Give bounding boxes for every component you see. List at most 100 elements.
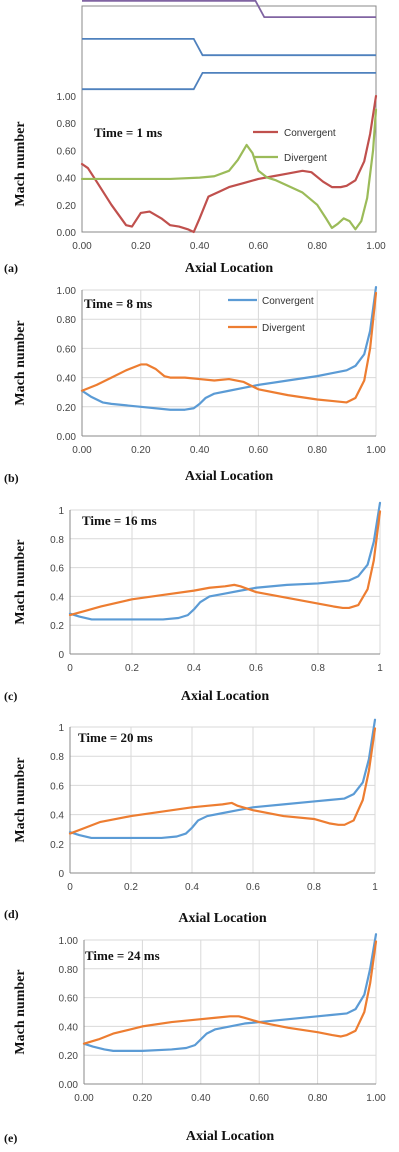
panel-letter: (a) (4, 261, 18, 275)
y-tick-label: 0.2 (50, 621, 64, 632)
x-axis-title: Axial Location (185, 469, 273, 484)
time-annotation: Time = 16 ms (82, 513, 157, 528)
y-tick-label: 0.60 (57, 146, 77, 157)
x-tick-label: 0 (67, 663, 73, 674)
time-annotation: Time = 8 ms (84, 296, 152, 311)
y-axis-title: Mach number (13, 121, 28, 206)
y-tick-label: 0.80 (57, 119, 77, 130)
x-axis-title: Axial Location (186, 1129, 274, 1144)
time-annotation: Time = 20 ms (78, 730, 153, 745)
chart-panel-2: 0.00 0.20 0.40 0.60 0.80 1.00 0.00 0.20 0.40 0.60… (4, 285, 386, 485)
chart-panel-1: 0.00 0.20 0.40 0.60 0.80 1.00 0.00 0.20 0.40 0.60… (4, 0, 386, 276)
y-tick-label: 0.80 (59, 965, 79, 976)
time-annotation: Time = 24 ms (85, 948, 160, 963)
panel-letter: (e) (4, 1131, 17, 1145)
legend-label: Divergent (262, 323, 305, 334)
x-tick-label: 1.00 (366, 445, 386, 456)
x-tick-label: 0.40 (190, 241, 210, 252)
x-tick-label: 0.2 (124, 882, 138, 893)
series-line-convergent (80, 285, 378, 411)
series-line-convergent (82, 933, 378, 1052)
chart-panel-3: 0 0.2 0.4 0.6 0.8 1 0 0.2 0.4 0.6 0.8 1 Time = 16 ms… (4, 501, 383, 704)
y-tick-label: 0.6 (50, 564, 64, 575)
x-tick-label: 0.4 (185, 882, 199, 893)
x-tick-label: 0.40 (191, 1093, 211, 1104)
x-tick-label: 0.60 (249, 445, 269, 456)
plot-frame (81, 5, 377, 233)
x-tick-label: 0.20 (133, 1093, 153, 1104)
x-tick-label: 0.2 (125, 663, 139, 674)
x-tick-label: 0.8 (307, 882, 321, 893)
series-line-divergent (80, 291, 378, 404)
x-tick-label: 0.8 (311, 663, 325, 674)
x-tick-label: 0.00 (74, 1093, 94, 1104)
series-line-convergent (68, 718, 377, 840)
y-tick-label: 0.60 (59, 994, 79, 1005)
x-tick-label: 1 (377, 663, 383, 674)
y-tick-label: 1.00 (57, 92, 77, 103)
series-line-divergent (82, 940, 378, 1045)
x-tick-label: 1.00 (366, 1093, 386, 1104)
y-tick-label: 0.40 (57, 174, 77, 185)
y-axis-title: Mach number (13, 539, 28, 624)
x-tick-label: 0.00 (72, 241, 92, 252)
y-tick-label: 0.8 (50, 752, 64, 763)
legend-label: Divergent (284, 153, 327, 164)
y-tick-label: 1 (58, 723, 64, 734)
series-line-divergent (68, 727, 377, 835)
panel-letter: (d) (4, 907, 19, 921)
x-axis-title: Axial Location (181, 689, 269, 704)
chart-panel-4: 0 0.2 0.4 0.6 0.8 1 0 0.2 0.4 0.6 0.8 1 Time = 20 ms… (4, 718, 378, 926)
series-line-convergent (80, 94, 378, 234)
x-tick-label: 0.6 (249, 663, 263, 674)
x-tick-label: 0.6 (246, 882, 260, 893)
y-tick-label: 0.6 (50, 781, 64, 792)
x-tick-label: 0.20 (131, 241, 151, 252)
y-tick-label: 1.00 (59, 936, 79, 947)
y-tick-label: 0.00 (57, 228, 77, 239)
geometry-profile-line (82, 37, 376, 57)
x-tick-label: 0 (67, 882, 73, 893)
y-tick-label: 0.2 (50, 840, 64, 851)
y-tick-label: 0 (58, 869, 64, 880)
y-tick-label: 0.20 (57, 201, 77, 212)
legend-label: Convergent (262, 296, 314, 307)
y-tick-label: 0.00 (57, 432, 77, 443)
y-tick-label: 0.00 (59, 1080, 79, 1091)
y-tick-label: 0.80 (57, 315, 77, 326)
y-tick-label: 0.8 (50, 535, 64, 546)
x-tick-label: 0.00 (72, 445, 92, 456)
x-tick-label: 0.60 (249, 1093, 269, 1104)
x-axis-title: Axial Location (178, 911, 266, 926)
y-tick-label: 0.4 (50, 592, 64, 603)
y-tick-label: 0.40 (57, 374, 77, 385)
x-tick-label: 0.40 (190, 445, 210, 456)
x-tick-label: 1 (372, 882, 378, 893)
y-tick-label: 0.20 (57, 403, 77, 414)
y-tick-label: 1 (58, 506, 64, 517)
series-line-divergent (68, 510, 382, 617)
legend-label: Convergent (284, 128, 336, 139)
y-tick-label: 0.4 (50, 811, 64, 822)
geometry-profile-line (82, 71, 376, 91)
x-tick-label: 0.80 (307, 445, 327, 456)
y-tick-label: 0.20 (59, 1051, 79, 1062)
x-tick-label: 0.80 (307, 241, 327, 252)
x-tick-label: 0.60 (249, 241, 269, 252)
series-line-divergent (80, 108, 378, 231)
geometry-profile-line (82, 0, 376, 19)
x-tick-label: 0.4 (187, 663, 201, 674)
y-tick-label: 1.00 (57, 286, 77, 297)
time-annotation: Time = 1 ms (94, 125, 162, 140)
y-tick-label: 0 (58, 650, 64, 661)
x-tick-label: 0.20 (131, 445, 151, 456)
panel-letter: (b) (4, 471, 19, 485)
x-tick-label: 0.80 (308, 1093, 328, 1104)
y-axis-title: Mach number (13, 757, 28, 842)
y-axis-title: Mach number (13, 320, 28, 405)
x-axis-title: Axial Location (185, 261, 273, 276)
panel-letter: (c) (4, 689, 17, 703)
y-tick-label: 0.60 (57, 344, 77, 355)
y-axis-title: Mach number (13, 969, 28, 1054)
